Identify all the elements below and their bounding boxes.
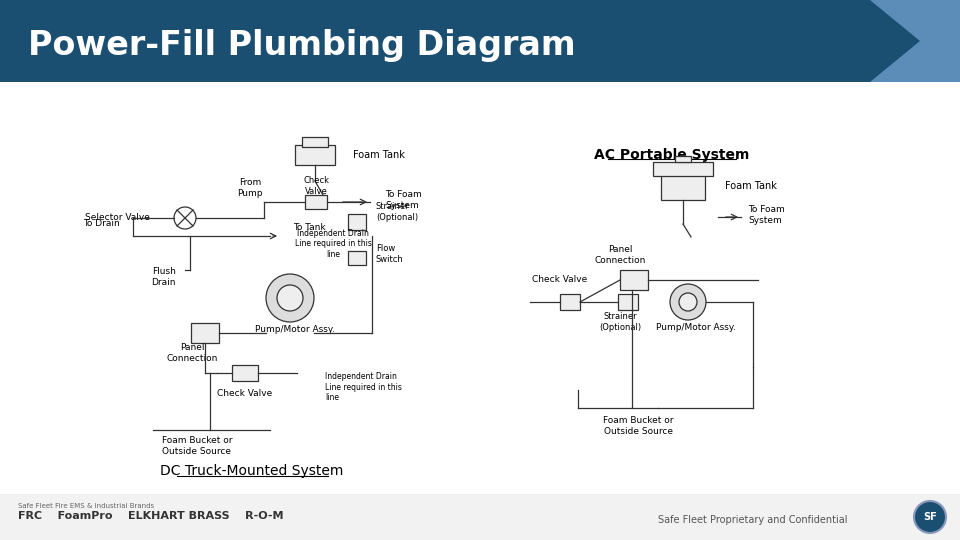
Bar — [675, 156, 691, 162]
Text: FRC    FoamPro    ELKHART BRASS    R-O-M: FRC FoamPro ELKHART BRASS R-O-M — [18, 511, 283, 521]
Circle shape — [266, 274, 314, 322]
Circle shape — [914, 501, 946, 533]
Bar — [302, 137, 328, 147]
Bar — [618, 294, 638, 310]
Text: To Tank: To Tank — [293, 224, 325, 233]
Text: Foam Bucket or
Outside Source: Foam Bucket or Outside Source — [161, 436, 232, 456]
Bar — [305, 195, 327, 209]
Text: Strainer
(Optional): Strainer (Optional) — [599, 312, 641, 332]
Bar — [348, 251, 366, 265]
Text: Panel
Connection: Panel Connection — [166, 343, 218, 363]
Text: Pump/Motor Assy.: Pump/Motor Assy. — [255, 326, 335, 334]
Text: Independent Drain
Line required in this
line: Independent Drain Line required in this … — [325, 372, 402, 402]
Text: Check Valve: Check Valve — [533, 275, 588, 285]
Text: To Foam
System: To Foam System — [385, 190, 421, 210]
Text: Foam Bucket or
Outside Source: Foam Bucket or Outside Source — [603, 416, 673, 436]
Bar — [653, 162, 713, 176]
Text: Check
Valve: Check Valve — [303, 176, 329, 195]
Text: Flush
Drain: Flush Drain — [152, 267, 176, 287]
Text: Foam Tank: Foam Tank — [725, 181, 777, 191]
Text: Check Valve: Check Valve — [217, 388, 273, 397]
Text: To Foam
System: To Foam System — [748, 205, 784, 225]
Bar — [620, 270, 648, 290]
Polygon shape — [870, 0, 960, 82]
Bar — [232, 365, 258, 381]
Text: Foam Tank: Foam Tank — [353, 150, 405, 160]
Circle shape — [670, 284, 706, 320]
Text: Independent Drain
Line required in this
line: Independent Drain Line required in this … — [295, 229, 372, 259]
Text: Panel
Connection: Panel Connection — [594, 245, 646, 265]
Text: Strainer
(Optional): Strainer (Optional) — [376, 202, 419, 222]
Text: Selector Valve: Selector Valve — [85, 213, 150, 222]
Text: AC Portable System: AC Portable System — [594, 148, 750, 162]
Text: Safe Fleet Proprietary and Confidential: Safe Fleet Proprietary and Confidential — [659, 515, 848, 525]
Bar — [191, 323, 219, 343]
Text: Flow
Switch: Flow Switch — [376, 244, 404, 264]
Text: SF: SF — [924, 512, 937, 522]
Text: Safe Fleet Fire EMS & Industrial Brands: Safe Fleet Fire EMS & Industrial Brands — [18, 503, 155, 509]
Circle shape — [679, 293, 697, 311]
Bar — [560, 294, 580, 310]
Text: Pump/Motor Assy.: Pump/Motor Assy. — [656, 323, 736, 333]
Bar — [348, 214, 366, 230]
Text: DC Truck-Mounted System: DC Truck-Mounted System — [160, 464, 344, 478]
Bar — [0, 0, 960, 82]
Bar — [295, 145, 335, 165]
Text: To Drain: To Drain — [84, 219, 120, 228]
Circle shape — [277, 285, 303, 311]
Bar — [0, 495, 960, 540]
Text: From
Pump: From Pump — [237, 178, 263, 198]
Bar — [661, 174, 705, 200]
Text: Power-Fill Plumbing Diagram: Power-Fill Plumbing Diagram — [28, 30, 576, 63]
